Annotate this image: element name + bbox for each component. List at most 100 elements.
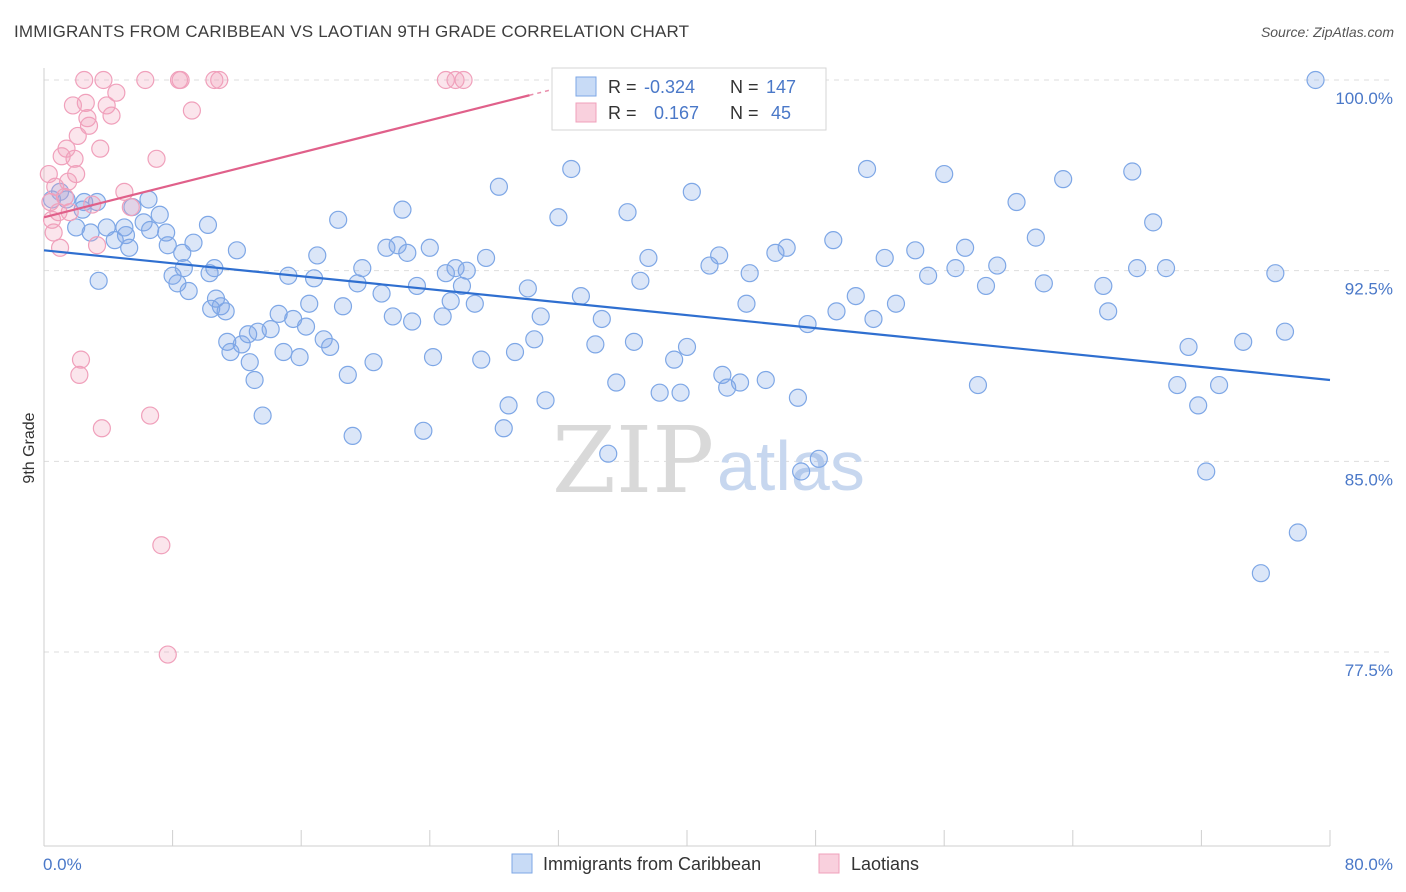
data-point-caribbean [1189, 396, 1208, 415]
data-point-caribbean [184, 233, 203, 252]
data-point-caribbean [261, 320, 280, 339]
watermark: ZIP atlas [552, 407, 865, 514]
data-point-caribbean [377, 238, 396, 257]
trend-lines [43, 88, 1331, 382]
data-point-caribbean [465, 294, 484, 313]
data-point-caribbean [436, 264, 455, 283]
trend-line-laotians [43, 94, 530, 219]
data-point-caribbean [134, 213, 153, 232]
data-point-laotians [94, 70, 113, 90]
data-point-caribbean [1234, 332, 1253, 351]
data-point-laotians [205, 70, 224, 90]
data-point-laotians [436, 70, 455, 90]
data-point-caribbean [505, 342, 525, 362]
data-point-caribbean [919, 266, 938, 285]
data-point-laotians [67, 164, 86, 184]
data-point-caribbean [737, 294, 756, 313]
y-axis-title: 9th Grade [21, 412, 38, 483]
data-point-caribbean [988, 256, 1007, 275]
x-tick-labels: 0.0% 80.0% [43, 855, 1393, 874]
data-point-laotians [147, 149, 166, 168]
data-point-caribbean [343, 426, 362, 446]
data-point-caribbean [549, 208, 568, 227]
data-point-caribbean [946, 259, 965, 278]
data-point-caribbean [1034, 274, 1053, 293]
data-point-caribbean [372, 284, 391, 303]
data-point-caribbean [420, 238, 439, 257]
data-point-laotians [50, 238, 70, 257]
data-point-caribbean [120, 238, 139, 257]
data-point-caribbean [414, 421, 433, 440]
data-point-caribbean [906, 241, 925, 260]
data-point-caribbean [671, 383, 690, 402]
data-point-caribbean [353, 259, 372, 278]
data-point-caribbean [665, 350, 684, 369]
data-point-caribbean [329, 210, 348, 229]
data-point-caribbean [296, 317, 316, 336]
legend-bottom: Immigrants from Caribbean Laotians [511, 853, 919, 874]
data-point-caribbean [525, 330, 544, 349]
watermark-atlas: atlas [717, 427, 865, 505]
legend-n-label-2: N = [730, 103, 759, 123]
data-point-caribbean [433, 307, 452, 326]
data-point-laotians [152, 536, 171, 555]
data-point-caribbean [1168, 375, 1187, 395]
data-point-caribbean [423, 348, 443, 367]
legend-bottom-swatch-blue [511, 853, 533, 874]
data-point-caribbean [1275, 322, 1295, 341]
data-point-laotians [107, 83, 126, 102]
data-point-caribbean [777, 238, 796, 257]
data-point-caribbean [846, 286, 865, 306]
data-point-caribbean [518, 279, 537, 298]
data-point-laotians [71, 350, 91, 369]
data-point-caribbean [499, 396, 518, 415]
legend-r-value-1: -0.324 [644, 77, 695, 97]
data-point-caribbean [1094, 276, 1113, 296]
data-point-caribbean [976, 276, 996, 296]
data-point-caribbean [1123, 162, 1142, 181]
data-point-caribbean [875, 248, 894, 268]
data-point-laotians [70, 365, 89, 384]
data-point-caribbean [321, 337, 340, 357]
data-point-caribbean [792, 462, 811, 481]
data-point-caribbean [955, 238, 975, 257]
data-point-caribbean [174, 259, 193, 278]
data-point-laotians [140, 406, 160, 425]
chart-title: IMMIGRANTS FROM CARIBBEAN VS LAOTIAN 9TH… [14, 22, 690, 41]
data-point-caribbean [211, 297, 230, 316]
y-tick-label: 100.0% [1335, 89, 1393, 108]
data-point-laotians [87, 236, 107, 255]
data-point-caribbean [1007, 192, 1026, 212]
data-point-caribbean [253, 406, 272, 425]
legend-bottom-swatch-pink [818, 853, 840, 874]
x-tick-label: 0.0% [43, 855, 82, 874]
data-point-caribbean [1306, 70, 1325, 90]
legend-r-label-2: R = [608, 103, 637, 123]
data-point-caribbean [115, 218, 134, 237]
data-point-caribbean [607, 373, 626, 392]
legend-n-label-1: N = [730, 77, 759, 97]
data-point-caribbean [240, 353, 259, 372]
data-point-caribbean [788, 388, 808, 407]
data-point-caribbean [274, 342, 293, 362]
data-point-caribbean [766, 243, 785, 262]
data-point-caribbean [158, 236, 177, 255]
data-point-caribbean [798, 314, 817, 334]
data-point-laotians [78, 109, 97, 128]
data-point-caribbean [1197, 462, 1216, 481]
legend-top: R = -0.324 N = 147 R = 0.167 N = 45 [551, 67, 827, 131]
data-point-laotians [55, 187, 74, 207]
data-point-caribbean [618, 203, 637, 222]
data-point-caribbean [393, 200, 412, 219]
data-point-caribbean [1144, 213, 1163, 232]
data-point-laotians [79, 116, 99, 135]
data-point-caribbean [314, 330, 333, 349]
legend-swatch-pink [575, 102, 597, 123]
data-point-laotians [68, 126, 87, 146]
data-point-caribbean [269, 304, 288, 323]
data-point-laotians [121, 198, 140, 217]
data-point-caribbean [631, 271, 650, 290]
data-point-caribbean [457, 261, 476, 280]
data-point-caribbean [682, 182, 701, 201]
data-point-caribbean [756, 370, 775, 390]
